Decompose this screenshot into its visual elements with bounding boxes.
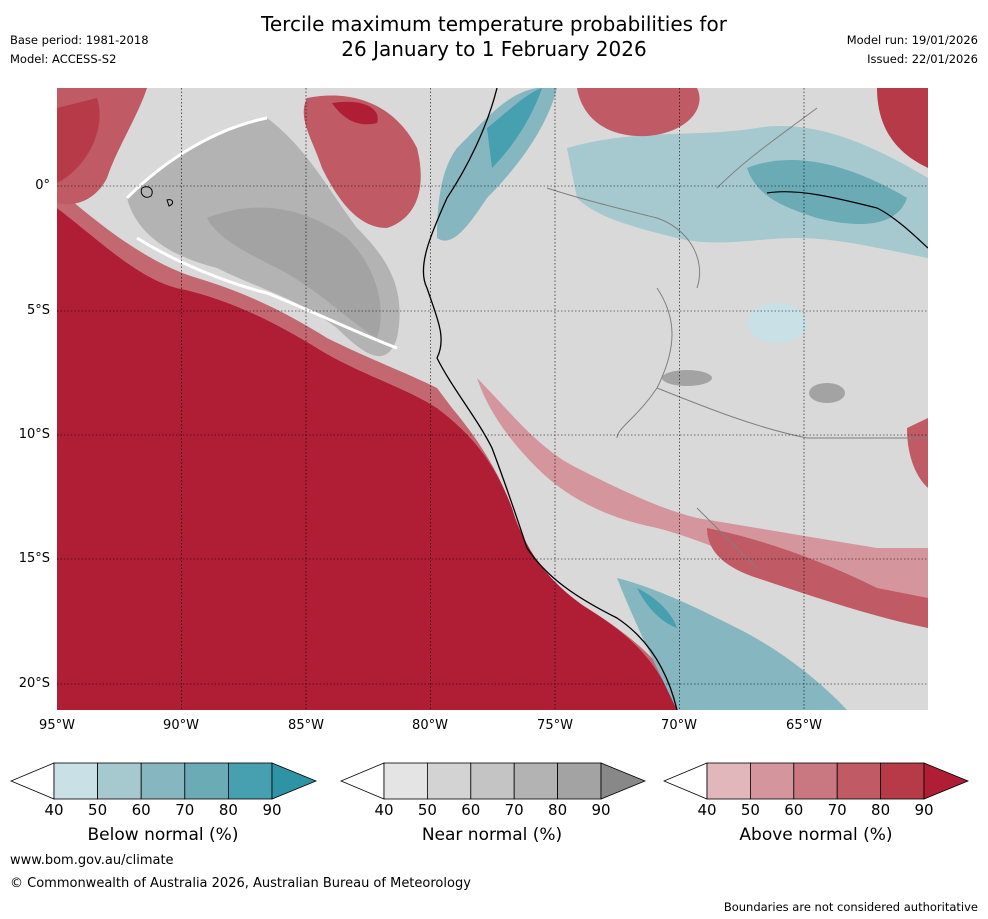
east-above-normal-region (907, 418, 928, 488)
pacific-contour-line (136, 236, 398, 350)
colorbar-near-segment (383, 762, 428, 800)
colorbar-near-segment (427, 762, 472, 800)
forecast-map (57, 88, 928, 710)
northeast-above-normal-region (577, 88, 700, 137)
lat-label: 15°S (18, 551, 50, 566)
colorbar-below-segment (97, 762, 142, 800)
colorbar-near-tick: 80 (548, 801, 568, 819)
colorbar-near-tick: 90 (591, 801, 611, 819)
colorbar-below-tick: 80 (218, 801, 238, 819)
colorbar-above-min-arrow (663, 762, 708, 800)
colorbar-below-max-arrow (271, 762, 318, 800)
galapagos-islands (140, 186, 174, 207)
colorbar-above (663, 762, 970, 800)
colorbar-below-segment (140, 762, 186, 800)
amazon-river (766, 191, 928, 249)
colorbar-above-tick: 80 (871, 801, 891, 819)
colorbar-above-tick: 50 (740, 801, 760, 819)
equator-above-normal-blob (303, 95, 421, 228)
colorbar-below-min-arrow (10, 762, 55, 800)
colorbar-near-tick: 60 (461, 801, 481, 819)
amazon-below-normal-region (567, 126, 928, 258)
title-line-1: Tercile maximum temperature probabilitie… (261, 12, 727, 36)
far-northeast-above-normal-region (877, 88, 928, 168)
website-text: www.bom.gov.au/climate (10, 853, 174, 868)
colorbar-near-max-arrow (600, 762, 647, 800)
colorbar-below-label: Below normal (%) (87, 825, 239, 845)
equator-above-normal-core (332, 101, 378, 125)
colorbar-near (340, 762, 647, 800)
colorbar-near-segment (557, 762, 602, 800)
colorbar-above-max-arrow (923, 762, 970, 800)
lat-label: 10°S (18, 427, 50, 442)
colorbar-above-tick: 90 (914, 801, 934, 819)
colorbar-above-segment (836, 762, 881, 800)
disclaimer-text: Boundaries are not considered authoritat… (723, 900, 978, 914)
near-normal-patch-1 (662, 370, 712, 386)
lon-label: 80°W (412, 718, 448, 733)
colorbar-near-tick: 40 (374, 801, 394, 819)
base-period-text: Base period: 1981-2018 (10, 33, 149, 47)
country-borders (546, 107, 928, 569)
copyright-text: © Commonwealth of Australia 2026, Austra… (10, 876, 471, 891)
colorbar-below-tick: 90 (262, 801, 282, 819)
colorbar-below-tick: 40 (44, 801, 64, 819)
map-gridlines (57, 88, 928, 710)
colorbar-above-label: Above normal (%) (739, 825, 893, 845)
coastal-below-normal-region (437, 88, 557, 241)
colorbar-below-tick: 50 (88, 801, 108, 819)
colorbar-below-tick: 60 (131, 801, 151, 819)
model-text: Model: ACCESS-S2 (10, 52, 117, 66)
colorbar-below-segment (184, 762, 229, 800)
colorbar-below (10, 762, 318, 800)
lon-label: 85°W (288, 718, 324, 733)
colorbar-below-tick: 70 (175, 801, 195, 819)
colorbar-above-segment (880, 762, 925, 800)
pacific-above-normal-edge (57, 188, 687, 710)
pacific-above-normal-region (57, 208, 677, 710)
ocean-contour-line (125, 116, 268, 200)
map-title: Tercile maximum temperature probabilitie… (0, 12, 988, 62)
issued-text: Issued: 22/01/2026 (867, 52, 978, 66)
colorbar-below-segment (227, 762, 273, 800)
colorbar-below-segment (53, 762, 98, 800)
coastal-below-normal-core (487, 88, 542, 168)
title-line-2: 26 January to 1 February 2026 (341, 37, 647, 61)
colorbar-above-tick: 40 (697, 801, 717, 819)
colorbar-near-label: Near normal (%) (421, 825, 563, 845)
colorbar-near-tick: 50 (417, 801, 437, 819)
lon-label: 90°W (163, 718, 199, 733)
colorbar-near-min-arrow (340, 762, 385, 800)
lon-label: 95°W (39, 718, 75, 733)
colorbar-near-segment (470, 762, 515, 800)
lat-label: 20°S (18, 676, 50, 691)
southern-below-normal-region (617, 578, 847, 710)
colorbar-above-tick: 70 (827, 801, 847, 819)
colorbar-above-segment (750, 762, 795, 800)
pacific-near-normal-core (207, 207, 381, 338)
coastline (422, 88, 678, 710)
northwest-above-normal-core (57, 98, 100, 183)
andes-above-normal-core (707, 528, 928, 628)
lat-label: 0° (35, 178, 50, 193)
amazon-below-normal-core (747, 159, 907, 224)
lat-label: 5°S (26, 303, 50, 318)
colorbar-above-segment (793, 762, 838, 800)
colorbar-above-tick: 60 (784, 801, 804, 819)
interior-below-normal-blob (747, 303, 807, 343)
colorbar-near-segment (513, 762, 558, 800)
model-run-text: Model run: 19/01/2026 (846, 33, 978, 47)
southern-below-normal-core (637, 588, 677, 628)
colorbar-above-segment (706, 762, 751, 800)
lon-label: 75°W (537, 718, 573, 733)
near-normal-patch-2 (809, 383, 845, 403)
lon-label: 70°W (661, 718, 697, 733)
colorbar-near-tick: 70 (504, 801, 524, 819)
lon-label: 65°W (786, 718, 822, 733)
